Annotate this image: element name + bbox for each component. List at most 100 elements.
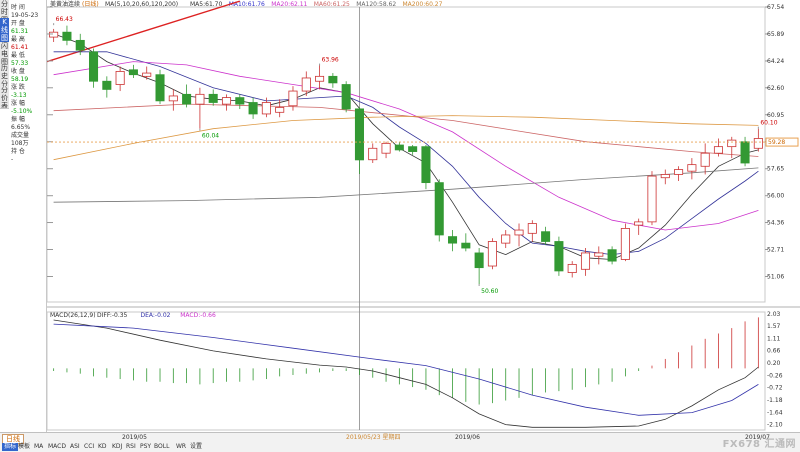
dea-line: [53, 323, 759, 416]
candle-body: [142, 72, 152, 77]
chart-area[interactable]: 美黄油连续 (日线) MA(5,10,20,60,120,200) MA5:61.70…: [14, 0, 800, 432]
candle-body: [727, 139, 737, 148]
indicator-tab[interactable]: MACD: [48, 443, 66, 450]
price-tick-label: 57.65: [767, 166, 784, 173]
info-label: 振 幅: [11, 116, 25, 123]
candle-body: [354, 108, 364, 161]
candle-body: [674, 169, 684, 175]
period-tag: (日线): [82, 0, 99, 8]
diff-line: [53, 319, 759, 428]
kline-chart[interactable]: 美黄油连续 (日线) MA(5,10,20,60,120,200) MA5:61.70…: [14, 0, 800, 432]
ma-value-label: MA5:61.70: [190, 1, 222, 8]
info-value: 57.33: [11, 60, 29, 67]
price-tick-label: 67.54: [767, 4, 784, 11]
macd-tick-label: -1.64: [767, 409, 783, 416]
view-tab[interactable]: 分价表: [0, 86, 9, 109]
info-value: -3.13: [11, 92, 27, 99]
info-label: 最 高: [11, 36, 25, 43]
candle-body: [687, 164, 697, 172]
candle-body: [527, 223, 537, 234]
info-value: 58.19: [11, 76, 29, 83]
candle-body: [647, 175, 657, 223]
price-tick-label: 54.36: [767, 220, 784, 227]
ma-value-label: MA20:62.11: [271, 1, 307, 8]
indicator-tab[interactable]: PSY: [140, 443, 152, 450]
candle-body: [75, 39, 85, 51]
price-axis: 67.5465.8964.2462.6060.9559.3057.6556.00…: [14, 4, 799, 280]
ma-lines: [53, 33, 759, 260]
view-tab[interactable]: K线图: [0, 18, 9, 43]
indicator-tab[interactable]: 设置: [190, 443, 203, 450]
candle-body: [541, 231, 551, 242]
instrument-name: 美黄油连续: [50, 0, 80, 8]
trendline: [46, 0, 241, 63]
indicator-tab[interactable]: ASI: [70, 443, 80, 450]
info-label: 涨 幅: [11, 100, 25, 107]
candle-body: [713, 146, 723, 154]
indicator-tab[interactable]: 指标: [2, 443, 19, 451]
info-label: 最 低: [11, 52, 25, 59]
info-sidebar: 分时图K线图闪电图历史分时分价表 时 间19-05-23开 盘61.31最 高6…: [0, 0, 47, 432]
candle-body: [634, 221, 644, 226]
indicator-tab[interactable]: BOLL: [154, 443, 170, 450]
candle-body: [501, 234, 511, 244]
price-tick-label: 56.00: [767, 193, 784, 200]
indicator-tab[interactable]: KD: [98, 443, 107, 450]
candle-body: [660, 174, 670, 179]
candle-body: [168, 95, 178, 102]
indicator-tab[interactable]: WR: [176, 443, 187, 450]
current-price-label: 59.28: [768, 139, 785, 146]
candle-body: [328, 75, 338, 84]
indicator-tab[interactable]: 模板: [18, 443, 31, 450]
macd-panel: MACD(26,12,9) DIFF:-0.35 DEA:-0.02 MACD:-0.…: [14, 311, 783, 429]
macd-tick-label: 0.20: [767, 360, 781, 367]
ma-header: 美黄油连续 (日线) MA(5,10,20,60,120,200) MA5:61.70…: [50, 0, 443, 8]
price-tick-label: 52.71: [767, 247, 784, 254]
view-tab[interactable]: 分时图: [0, 0, 9, 19]
candles: [49, 25, 763, 285]
ma-line-ma10: [53, 51, 759, 256]
price-tick-label: 64.24: [767, 58, 784, 65]
macd-legend: DIFF:-0.35: [97, 312, 128, 319]
macd-legend: MACD:-0.66: [180, 312, 216, 319]
info-label: 时 间: [11, 4, 25, 11]
indicator-tab[interactable]: CCI: [84, 443, 95, 450]
ma-line-ma20: [53, 61, 759, 231]
candle-body: [594, 252, 604, 257]
info-value: 6.65%: [11, 124, 31, 131]
indicator-tab[interactable]: MA: [34, 443, 44, 450]
price-annotation: 60.04: [202, 133, 219, 140]
candle-body: [301, 77, 311, 92]
macd-legend: DEA:-0.02: [141, 312, 171, 319]
candle-body: [554, 241, 564, 272]
candle-body: [182, 93, 192, 105]
candle-body: [487, 241, 497, 267]
price-annotation: 66.43: [56, 16, 73, 23]
ma-line-ma5: [53, 33, 759, 260]
info-value: -: [11, 156, 14, 163]
info-value: 19-05-23: [11, 12, 39, 19]
current-price-box: [765, 137, 799, 147]
candle-body: [567, 263, 577, 273]
candle-body: [275, 107, 285, 113]
view-tab[interactable]: 历史分时: [0, 64, 9, 87]
candle-body: [221, 97, 232, 105]
candle-body: [89, 51, 99, 82]
view-tab[interactable]: 闪电图: [0, 42, 9, 65]
macd-tick-label: -0.26: [767, 372, 783, 379]
info-label: 涨 跌: [11, 84, 25, 91]
price-grid: [46, 6, 800, 431]
candle-body: [580, 252, 591, 270]
date-label: 2019/06: [455, 434, 480, 441]
candle-body: [195, 93, 205, 105]
indicator-tab[interactable]: KDJ: [112, 443, 123, 450]
indicator-tab[interactable]: RSI: [126, 443, 136, 450]
macd-panel-frame: [46, 311, 766, 431]
candle-body: [102, 80, 112, 90]
macd-tick-label: -0.72: [767, 385, 783, 392]
macd-tick-label: 1.11: [767, 336, 781, 343]
candle-body: [620, 228, 630, 260]
ma-value-label: MA60:61.25: [314, 1, 350, 8]
candle-body: [474, 252, 484, 269]
info-label: 开 盘: [11, 20, 25, 27]
